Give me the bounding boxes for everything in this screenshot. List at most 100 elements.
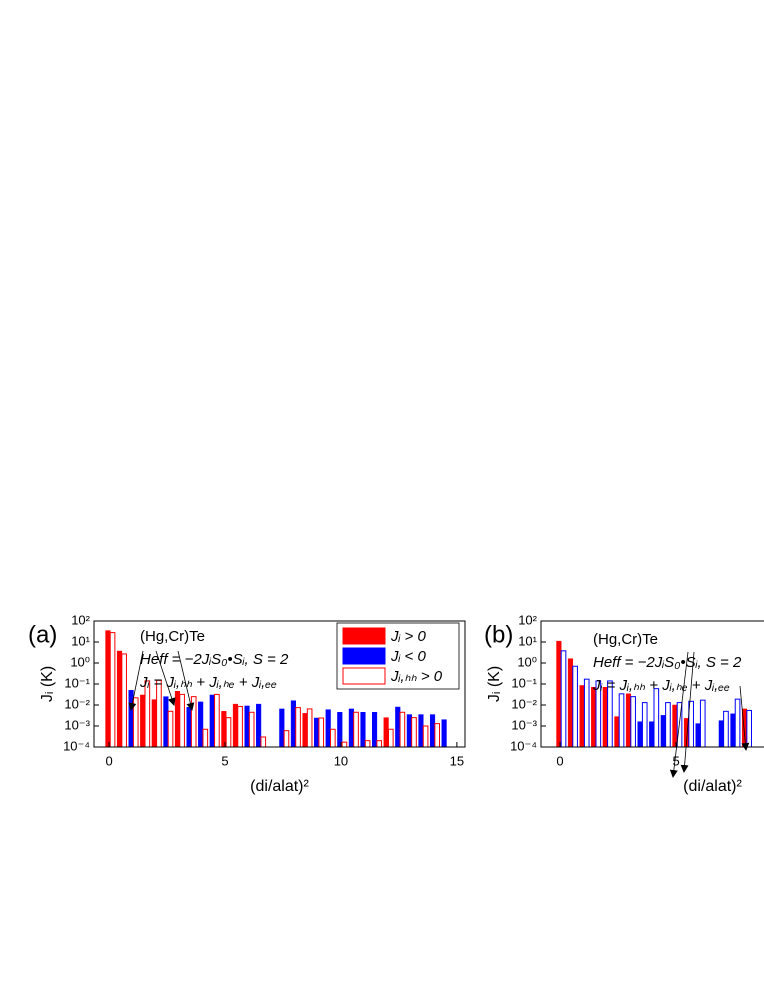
bar <box>198 701 204 748</box>
bar <box>625 693 632 748</box>
bar <box>214 693 220 748</box>
bar <box>318 717 325 748</box>
bar <box>337 712 343 748</box>
bar <box>202 728 209 748</box>
y-tick-label: 10⁻² <box>64 696 90 711</box>
bar <box>132 697 139 748</box>
bar <box>151 699 157 748</box>
bar <box>279 708 285 748</box>
bar <box>556 640 562 748</box>
bar <box>387 728 394 748</box>
bar <box>290 700 296 748</box>
bar <box>116 650 123 748</box>
bar <box>225 717 232 748</box>
arrow <box>128 650 144 711</box>
y-axis-label: Jᵢ (K) <box>486 666 503 702</box>
bar <box>618 693 625 748</box>
bar <box>560 650 567 748</box>
bar <box>348 708 354 748</box>
bar <box>244 705 250 748</box>
y-tick-label: 10¹ <box>518 633 537 648</box>
bar <box>406 714 412 748</box>
bar <box>614 716 620 748</box>
bar <box>179 693 185 748</box>
bar <box>221 711 227 748</box>
annotation: Jᵢ = Jᵢ,ₕₕ + Jᵢ,ₕₑ + Jᵢ,ₑₑ <box>139 674 277 691</box>
bar <box>283 730 290 748</box>
bar <box>260 736 267 748</box>
bar <box>422 725 429 748</box>
bar <box>572 665 578 748</box>
bar <box>330 728 336 748</box>
bar <box>630 696 636 748</box>
annotation: (Hg,Cr)Te <box>593 631 658 648</box>
panel: 10⁻⁴ 10⁻³ 10⁻² 10⁻¹ 10⁰ 10¹ 10² 0 5 10 15 (di/alat)… <box>28 612 466 795</box>
y-tick-label: 10⁻⁴ <box>510 738 537 753</box>
x-axis-label: (di/alat)² <box>250 778 309 795</box>
bar <box>672 704 678 748</box>
annotation: Jᵢ = Jᵢ,ₕₕ + Jᵢ,ₕₑ + Jᵢ,ₑₑ <box>592 677 730 694</box>
bar <box>140 694 146 748</box>
panel: 10⁻⁴ 10⁻³ 10⁻² 10⁻¹ 10⁰ 10¹ 10² 0 5 (di/alat)² Jᵢ … <box>484 612 764 795</box>
bar <box>306 708 313 748</box>
bar <box>579 685 585 748</box>
annotation: Heff = −2JᵢS₀•Sᵢ, S = 2 <box>593 654 742 671</box>
y-tick-label: 10¹ <box>71 633 90 648</box>
y-tick-label: 10⁻³ <box>64 717 90 732</box>
bar <box>364 740 371 748</box>
bar <box>734 698 741 748</box>
bar <box>190 696 197 748</box>
bar <box>174 691 181 748</box>
y-tick-label: 10⁻² <box>511 696 537 711</box>
annotation: (Hg,Cr)Te <box>140 628 205 645</box>
bar <box>232 703 239 748</box>
arrow <box>155 650 176 706</box>
bar <box>186 707 192 748</box>
bar <box>163 696 169 748</box>
x-tick-label: 15 <box>450 753 464 768</box>
bar <box>699 699 706 748</box>
bar <box>105 630 111 748</box>
bar <box>399 711 406 748</box>
bar <box>591 687 597 748</box>
y-tick-label: 10⁰ <box>517 654 537 669</box>
x-axis-label: (di/alat)² <box>683 778 742 795</box>
bar <box>723 710 729 748</box>
bar <box>302 713 308 748</box>
legend-swatch <box>342 627 386 645</box>
y-tick-label: 10⁰ <box>70 654 90 669</box>
bar <box>649 721 655 748</box>
bar <box>660 715 666 748</box>
bar <box>746 709 752 748</box>
x-tick-label: 5 <box>221 753 228 768</box>
bar <box>637 721 643 748</box>
arrow <box>177 650 195 711</box>
bar <box>602 687 608 748</box>
x-tick-label: 0 <box>556 753 563 768</box>
bar <box>395 706 401 748</box>
arrow <box>669 651 689 778</box>
bar <box>441 719 447 748</box>
legend-swatch <box>342 667 386 685</box>
bar <box>360 712 366 748</box>
y-axis-label: Jᵢ (K) <box>39 666 56 702</box>
y-tick-label: 10² <box>71 612 90 627</box>
panel-label: (b) <box>484 621 513 648</box>
bar <box>418 714 424 748</box>
bar <box>718 720 724 748</box>
bar <box>109 632 116 748</box>
bar <box>167 710 174 748</box>
bar <box>314 717 320 748</box>
bar <box>665 702 671 748</box>
bar <box>641 702 648 748</box>
y-tick-label: 10⁻¹ <box>64 675 90 690</box>
y-tick-label: 10⁻¹ <box>511 675 537 690</box>
bar <box>353 711 359 748</box>
x-tick-label: 10 <box>334 753 348 768</box>
bar <box>730 713 736 748</box>
bar <box>128 690 134 748</box>
bar <box>383 717 389 748</box>
arrow <box>680 651 695 773</box>
y-tick-label: 10⁻³ <box>511 717 537 732</box>
